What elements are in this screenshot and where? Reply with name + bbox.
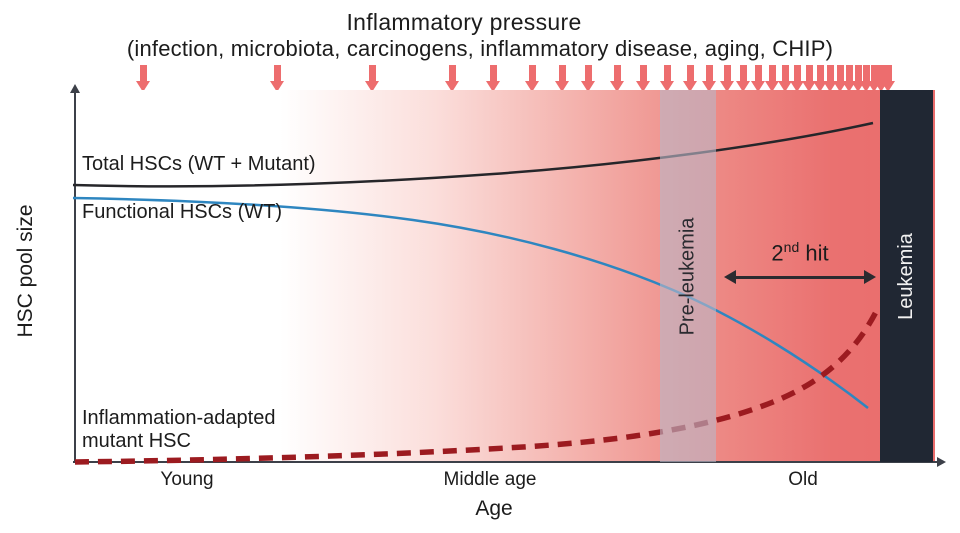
y-axis-line: [74, 92, 76, 462]
x-axis-label: Age: [475, 497, 513, 520]
pressure-arrow-icon: [580, 65, 596, 92]
pressure-arrow-icon: [524, 65, 540, 92]
x-tick-old: Old: [788, 469, 818, 490]
figure-subtitle: (infection, microbiota, carcinogens, inf…: [126, 36, 834, 61]
mutant-hsc-curve-label: Inflammation-adapted mutant HSC: [82, 407, 275, 453]
pressure-arrow-icon: [609, 65, 625, 92]
pressure-arrow-icon: [850, 65, 866, 92]
pressure-arrow-icon: [554, 65, 570, 92]
pressure-arrow-icon: [635, 65, 651, 92]
pressure-arrow-icon: [444, 65, 460, 92]
pressure-arrow-icon: [777, 65, 793, 92]
curves-svg: [72, 121, 881, 465]
plot-area: Pre-leukemia Leukemia 2nd hit: [72, 90, 935, 465]
second-hit-sup: nd: [783, 239, 800, 255]
pressure-arrow-icon: [485, 65, 501, 92]
pressure-arrow-icon: [880, 65, 896, 92]
mutant-hsc-curve-label-line2: mutant HSC: [82, 430, 191, 452]
functional-hscs-curve-label: Functional HSCs (WT): [82, 201, 283, 223]
pressure-arrow-icon: [269, 65, 285, 92]
pressure-arrow-icon: [719, 65, 735, 92]
x-axis-arrow-icon: [937, 457, 946, 467]
pressure-arrow-icon: [841, 65, 857, 92]
second-hit-base: 2: [771, 240, 784, 266]
pressure-arrow-icon: [701, 65, 717, 92]
pre-leukemia-band: Pre-leukemia: [660, 90, 716, 462]
pressure-arrow-icon: [832, 65, 848, 92]
x-axis-line: [73, 461, 937, 463]
pressure-arrow-icon: [682, 65, 698, 92]
pressure-arrow-icon: [801, 65, 817, 92]
second-hit-rest: hit: [799, 240, 829, 266]
leukemia-band: Leukemia: [880, 90, 933, 462]
y-axis-arrow-icon: [70, 84, 80, 93]
pressure-arrow-icon: [364, 65, 380, 92]
x-tick-young: Young: [160, 469, 214, 490]
pressure-arrow-icon: [858, 65, 874, 92]
pressure-arrow-icon: [764, 65, 780, 92]
functional-hscs-curve: [72, 196, 869, 409]
total-hscs-curve-label: Total HSCs (WT + Mutant): [82, 153, 316, 175]
pressure-arrow-icon: [789, 65, 805, 92]
pressure-arrow-icon: [135, 65, 151, 92]
pressure-arrow-icon: [812, 65, 828, 92]
second-hit-arrow-icon: [724, 270, 876, 284]
pressure-arrow-icon: [750, 65, 766, 92]
leukemia-label: Leukemia: [895, 232, 917, 320]
second-hit-label: 2nd hit: [728, 239, 872, 266]
pressure-arrow-icon: [659, 65, 675, 92]
mutant-hsc-curve-label-line1: Inflammation-adapted: [82, 407, 276, 429]
pressure-arrow-icon: [822, 65, 838, 92]
pre-leukemia-label: Pre-leukemia: [676, 217, 699, 335]
figure-title: Inflammatory pressure: [346, 9, 582, 35]
y-axis-label: HSC pool size: [14, 204, 37, 338]
total-hscs-curve: [72, 121, 874, 188]
x-tick-middle-age: Middle age: [443, 469, 537, 490]
pressure-arrow-icon: [735, 65, 751, 92]
